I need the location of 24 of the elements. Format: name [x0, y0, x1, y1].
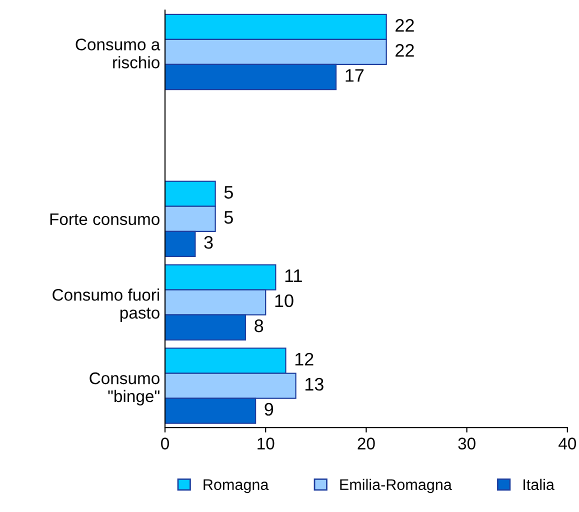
data-label: 8 — [254, 319, 264, 332]
y-tick-label: Consumo fuori pasto — [52, 288, 160, 322]
data-label: 22 — [396, 44, 414, 57]
x-tick-label: 0 — [161, 438, 169, 450]
data-label: 5 — [224, 211, 233, 224]
x-tick-label: 10 — [258, 438, 274, 450]
data-label: 3 — [204, 236, 213, 249]
legend-label: Romagna — [204, 479, 269, 494]
data-label: 17 — [346, 69, 364, 82]
y-tick-label: Forte consumo — [50, 213, 160, 226]
data-label: 11 — [285, 270, 302, 282]
data-label: 9 — [264, 402, 274, 416]
y-tick-label: Consumo a rischio — [76, 38, 160, 68]
data-label: 13 — [306, 378, 324, 391]
legend-label: Italia — [524, 478, 554, 490]
x-tick-label: 20 — [358, 438, 375, 450]
data-label: 10 — [275, 294, 294, 308]
x-tick-label: 30 — [458, 438, 476, 450]
data-label: 5 — [224, 186, 233, 199]
data-label: 12 — [295, 352, 314, 366]
data-label: 22 — [396, 18, 414, 32]
y-tick-label: Consumo "binge" — [90, 372, 160, 406]
x-tick-label: 40 — [558, 438, 576, 450]
legend-label: Emilia-Romagna — [340, 478, 452, 494]
